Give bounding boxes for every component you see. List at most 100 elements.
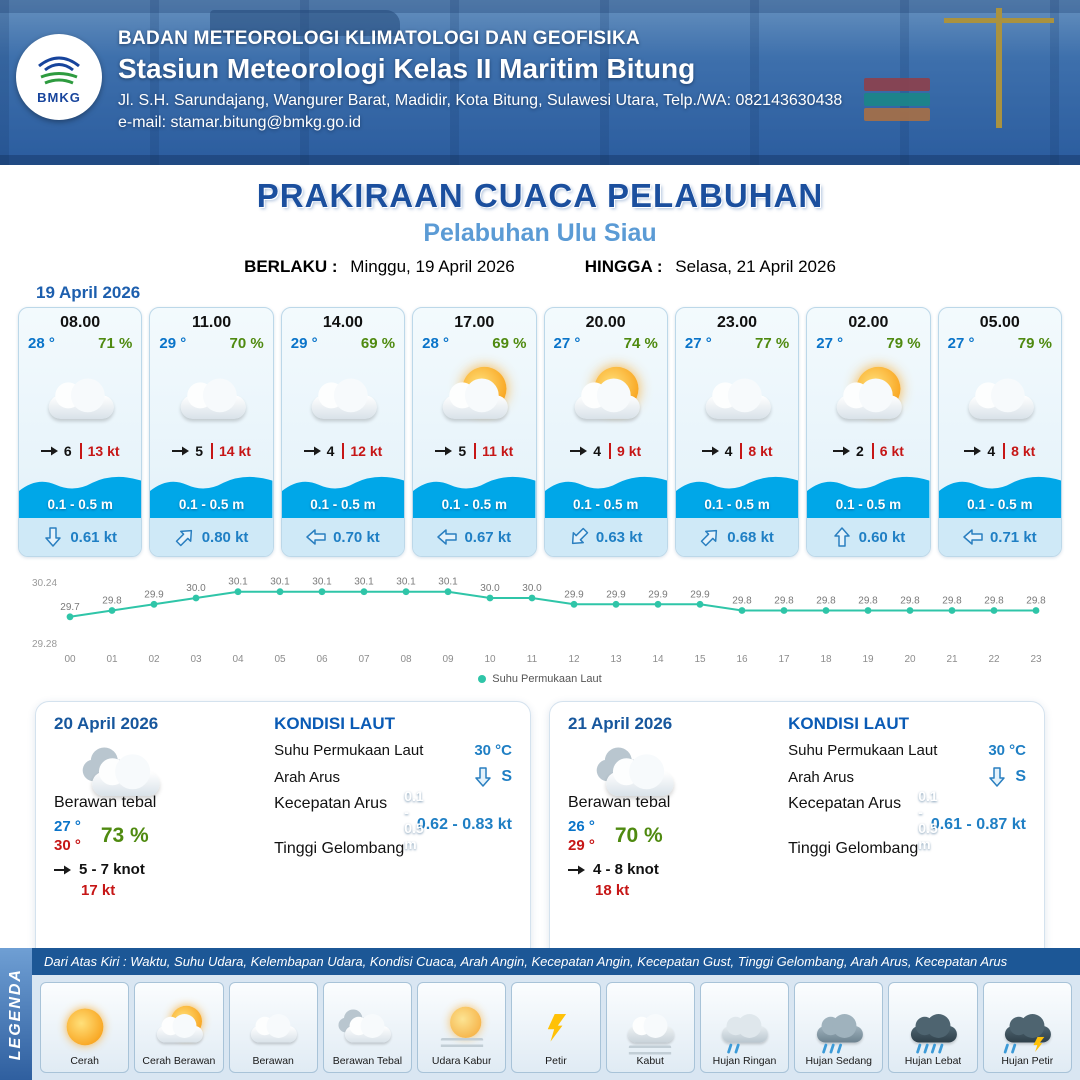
air-temp: 29 ° <box>290 335 318 352</box>
cloud-icon <box>180 377 246 419</box>
wind-direction-icon <box>832 445 851 457</box>
air-temp: 27 ° <box>553 335 581 352</box>
forecast-time: 05.00 <box>979 314 1020 331</box>
forecast-time: 20.00 <box>585 314 626 331</box>
condition-text: Berawan tebal <box>54 794 157 811</box>
ship-silhouette <box>210 10 400 36</box>
svg-text:29.9: 29.9 <box>564 589 584 600</box>
sst-row: Suhu Permukaan Laut 30 °C <box>788 742 1026 759</box>
weather-icon <box>337 1003 398 1053</box>
lightning-icon <box>1033 1036 1045 1052</box>
wind-direction-icon <box>303 445 322 457</box>
weather-icon <box>149 1003 210 1053</box>
svg-text:05: 05 <box>274 654 286 665</box>
temp-humidity-block: 27 ° 30 ° 73 % <box>54 818 260 854</box>
forecast-card: 23.00 27 ° 77 % 4 8 kt 0.1 - 0.5 m 0.68 … <box>674 307 800 557</box>
svg-text:15: 15 <box>694 654 706 665</box>
current-zone: 0.67 kt <box>413 518 536 556</box>
humidity: 79 % <box>1017 335 1052 352</box>
legend-item: Hujan Lebat <box>888 982 978 1073</box>
svg-text:20: 20 <box>904 654 916 665</box>
valid-until: HINGGA : Selasa, 21 April 2026 <box>585 257 836 277</box>
weather-icon <box>80 738 169 811</box>
wind-row: 6 13 kt <box>19 443 141 464</box>
temp-humidity-row: 27 ° 74 % <box>545 332 667 352</box>
wind-direction-icon <box>964 445 982 457</box>
cloud-icon <box>156 1014 203 1043</box>
air-temp: 29 ° <box>159 335 187 352</box>
legend-item-label: Petir <box>545 1055 567 1067</box>
current-zone: 0.61 kt <box>19 518 142 556</box>
weather-icon <box>694 362 780 432</box>
cloud-icon <box>606 754 674 797</box>
header-overlay <box>0 0 1080 165</box>
weather-icon <box>826 362 912 432</box>
current-speed-value: 0.61 - 0.87 kt <box>930 816 1026 833</box>
wind-speed: 4 <box>326 443 335 459</box>
wind-speed: 4 <box>724 443 733 459</box>
current-zone: 0.70 kt <box>281 518 405 556</box>
gust-speed: 8 kt <box>740 443 773 459</box>
current-direction-icon <box>832 527 852 547</box>
valid-from-value: Minggu, 19 April 2026 <box>350 257 515 276</box>
temp-humidity-row: 29 ° 69 % <box>282 332 404 352</box>
humidity: 69 % <box>492 335 527 352</box>
temp-max: 29 ° <box>568 837 595 854</box>
legend-item: Cerah Berawan <box>134 982 224 1073</box>
current-speed: 0.60 kt <box>858 528 906 546</box>
cloud-icon <box>722 1014 769 1043</box>
gust-speed: 18 kt <box>595 882 630 899</box>
wave-height: 0.1 - 0.5 m <box>441 497 507 512</box>
wind-direction-icon <box>568 864 586 876</box>
svg-text:21: 21 <box>946 654 958 665</box>
wave-height: 0.1 - 0.5 m <box>704 497 770 512</box>
current-speed-row: Kecepatan Arus 0.62 - 0.83 kt <box>274 795 512 834</box>
current-zone: 0.71 kt <box>938 518 1061 556</box>
wave-zone: 0.1 - 0.5 m <box>413 464 536 518</box>
svg-text:30.0: 30.0 <box>480 583 500 594</box>
gust-speed: 11 kt <box>474 443 513 459</box>
svg-text:29.8: 29.8 <box>984 596 1004 607</box>
weather-icon-zone <box>676 352 798 443</box>
valid-from: BERLAKU : Minggu, 19 April 2026 <box>244 257 515 277</box>
sst-legend-label: Suhu Permukaan Laut <box>492 673 602 685</box>
current-direction-icon <box>473 767 493 787</box>
forecast-time: 11.00 <box>191 314 232 331</box>
svg-text:16: 16 <box>736 654 748 665</box>
sst-chart: 30.24 29.28 29.7 00 29.8 01 29.9 02 30.0 03 30.1 04… <box>28 567 1052 685</box>
humidity: 77 % <box>755 335 790 352</box>
wind-direction-icon <box>435 445 453 457</box>
weather-icon <box>620 1003 681 1058</box>
legend-item: Hujan Sedang <box>794 982 884 1073</box>
svg-text:10: 10 <box>484 654 496 665</box>
svg-text:01: 01 <box>106 654 118 665</box>
cloud-icon <box>968 377 1034 419</box>
cloud-icon <box>628 1014 675 1043</box>
harbor-art-topbar <box>0 0 1080 13</box>
legend-item: Berawan Tebal <box>322 982 413 1073</box>
humidity: 79 % <box>886 335 921 352</box>
current-direction-icon <box>437 527 458 547</box>
current-speed-value: 0.62 - 0.83 kt <box>416 816 512 833</box>
air-temp: 28 ° <box>422 335 449 352</box>
temp-humidity-row: 27 ° 79 % <box>939 332 1061 352</box>
wave-zone: 0.1 - 0.5 m <box>675 464 799 518</box>
svg-text:30.1: 30.1 <box>438 577 458 588</box>
title-block: PRAKIRAAN CUACA PELABUHAN Pelabuhan Ulu … <box>0 165 1080 277</box>
bmkg-logo-label: BMKG <box>37 89 81 105</box>
sst-row: Suhu Permukaan Laut 30 °C <box>274 742 512 759</box>
wave-zone: 0.1 - 0.5 m <box>807 464 930 518</box>
wind-direction-icon <box>40 445 59 457</box>
wind-row: 4 8 kt <box>939 443 1061 464</box>
svg-text:17: 17 <box>778 654 790 665</box>
legend-sidebar-label: LEGENDA <box>7 967 24 1061</box>
air-temp: 27 ° <box>684 335 712 352</box>
gust-speed: 17 kt <box>81 882 116 899</box>
legend-item-label: Hujan Sedang <box>805 1055 873 1067</box>
legend-item-label: Cerah Berawan <box>142 1055 216 1067</box>
legend-item: Petir <box>511 982 601 1073</box>
svg-text:23: 23 <box>1030 654 1042 665</box>
sst-label: Suhu Permukaan Laut <box>274 742 424 759</box>
daily-card: 20 April 2026 Berawan tebal 27 ° 30 ° 73… <box>35 701 531 965</box>
forecast-card: 05.00 27 ° 79 % 4 8 kt 0.1 - 0.5 m 0.71 … <box>937 307 1062 557</box>
